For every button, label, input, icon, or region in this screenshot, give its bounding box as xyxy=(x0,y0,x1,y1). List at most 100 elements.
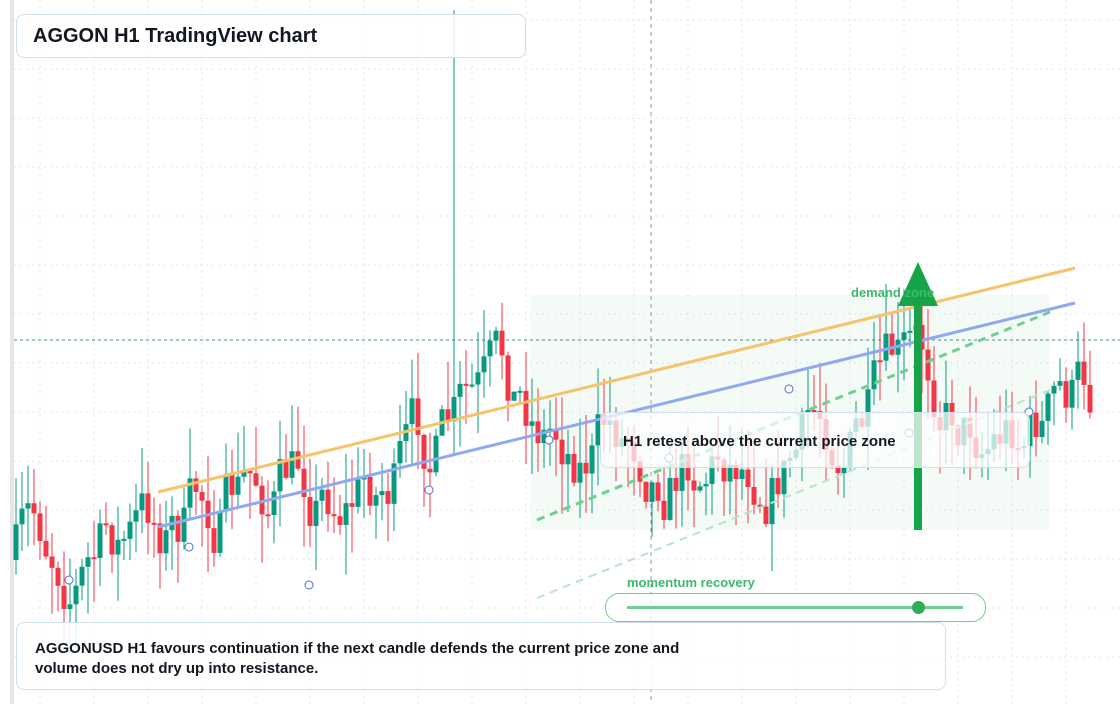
candle xyxy=(487,340,493,357)
candle xyxy=(673,477,679,491)
candle xyxy=(1081,361,1087,385)
candle xyxy=(55,567,61,586)
candle xyxy=(751,486,757,505)
candle xyxy=(481,356,487,373)
candle xyxy=(301,468,307,498)
candle xyxy=(907,330,913,333)
candle xyxy=(1087,384,1093,413)
candle xyxy=(313,500,319,526)
candle xyxy=(559,439,565,465)
candle xyxy=(505,355,511,401)
candle xyxy=(49,556,55,568)
candle xyxy=(283,459,289,478)
candle xyxy=(421,434,427,469)
candle xyxy=(259,485,265,515)
candle xyxy=(433,435,439,473)
candle xyxy=(457,383,463,397)
candle xyxy=(25,503,31,509)
candle xyxy=(307,497,313,526)
candle xyxy=(841,466,847,474)
caption-text: AGGONUSD H1 favours continuation if the … xyxy=(35,640,680,677)
left-edge xyxy=(10,0,14,704)
candle xyxy=(637,461,643,482)
candle xyxy=(577,462,583,483)
candle xyxy=(193,478,199,493)
candle xyxy=(61,585,67,610)
candle xyxy=(661,500,667,520)
candle xyxy=(1039,420,1045,438)
candle xyxy=(109,525,115,555)
candle xyxy=(217,510,223,553)
candle xyxy=(139,493,145,511)
candle xyxy=(241,470,247,477)
chart-title: AGGON H1 TradingView chart xyxy=(16,14,526,58)
candle xyxy=(925,349,931,381)
candle xyxy=(289,451,295,478)
candle xyxy=(295,451,301,469)
candle xyxy=(427,468,433,473)
candle xyxy=(553,428,559,440)
candle xyxy=(889,333,895,355)
candle xyxy=(511,391,517,401)
candle xyxy=(1033,412,1039,438)
candle xyxy=(397,441,403,464)
candle xyxy=(583,462,589,474)
candle xyxy=(409,398,415,425)
candle xyxy=(703,483,709,487)
candle xyxy=(43,540,49,557)
candle xyxy=(445,409,451,422)
caption: AGGONUSD H1 favours continuation if the … xyxy=(16,622,946,690)
marker xyxy=(304,580,314,590)
candle xyxy=(475,372,481,385)
candle xyxy=(931,380,937,418)
candle xyxy=(733,465,739,480)
candle xyxy=(85,557,91,567)
candle xyxy=(1075,361,1081,380)
candle xyxy=(235,476,241,495)
candle xyxy=(883,333,889,361)
slider-knob[interactable] xyxy=(912,601,925,614)
arrow-head xyxy=(898,262,938,306)
candle xyxy=(103,523,109,526)
candle xyxy=(805,410,811,413)
candle xyxy=(589,445,595,474)
candle xyxy=(265,514,271,517)
candle xyxy=(745,469,751,487)
candle xyxy=(253,473,259,486)
candle xyxy=(19,508,25,525)
candle xyxy=(517,390,523,393)
candle xyxy=(31,503,37,514)
candle xyxy=(1057,381,1063,386)
candle xyxy=(391,463,397,504)
candle xyxy=(223,474,229,511)
candle xyxy=(1051,385,1057,394)
marker xyxy=(184,542,194,552)
candle xyxy=(769,477,775,525)
candle xyxy=(877,360,883,363)
candle xyxy=(691,480,697,491)
candle xyxy=(385,491,391,504)
candle xyxy=(97,523,103,558)
retest-callout: H1 retest above the current price zone xyxy=(600,412,1030,468)
marker xyxy=(64,575,74,585)
candle xyxy=(775,477,781,495)
candle xyxy=(1069,379,1075,408)
candle xyxy=(493,330,499,341)
candle xyxy=(679,454,685,491)
candle xyxy=(247,470,253,474)
momentum-slider[interactable] xyxy=(605,593,986,622)
candle xyxy=(871,360,877,390)
candle xyxy=(811,410,817,413)
candle xyxy=(355,479,361,507)
candle xyxy=(1045,393,1051,421)
candle xyxy=(319,489,325,501)
candle xyxy=(373,495,379,506)
momentum-label: momentum recovery xyxy=(627,575,755,590)
candle xyxy=(37,513,43,541)
slider-track xyxy=(627,606,963,609)
candle xyxy=(571,453,577,483)
candle xyxy=(655,482,661,501)
candle xyxy=(121,538,127,541)
candle xyxy=(721,459,727,482)
candle xyxy=(115,539,121,555)
